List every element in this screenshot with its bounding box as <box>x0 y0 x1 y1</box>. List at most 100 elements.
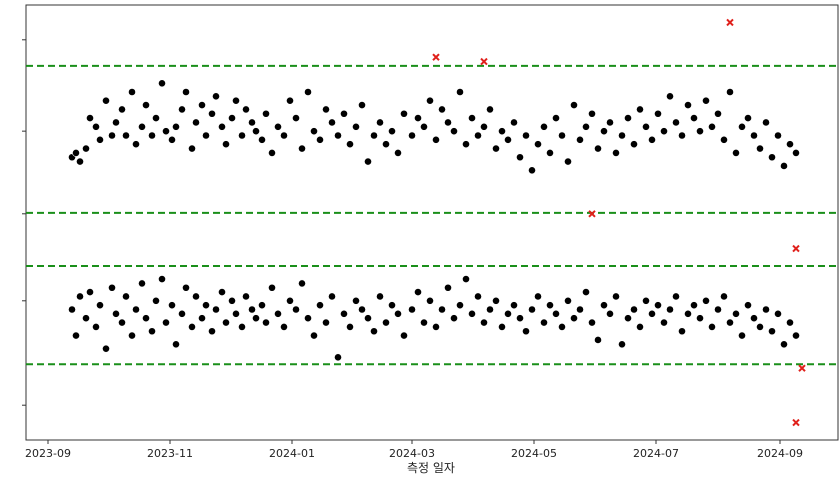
data-point <box>258 135 266 144</box>
data-point <box>304 88 312 96</box>
data-point <box>510 301 518 310</box>
data-point <box>248 118 256 127</box>
data-point <box>648 135 656 144</box>
data-point <box>492 144 500 153</box>
data-point <box>182 283 190 292</box>
data-point <box>400 109 408 118</box>
data-point <box>86 288 94 296</box>
data-point <box>762 305 770 314</box>
data-point <box>714 109 722 118</box>
data-point <box>480 318 488 327</box>
data-point <box>162 127 170 136</box>
data-point <box>648 309 656 318</box>
data-point <box>654 301 662 310</box>
data-point <box>576 305 584 314</box>
data-point <box>762 118 770 127</box>
data-point <box>408 131 416 140</box>
data-point <box>450 127 458 136</box>
data-point <box>678 327 686 336</box>
data-point <box>400 331 408 340</box>
data-point <box>334 353 342 362</box>
data-point <box>228 296 236 305</box>
data-point <box>438 305 446 314</box>
data-point <box>172 340 180 349</box>
data-point <box>666 305 674 314</box>
data-point <box>252 127 260 136</box>
data-point <box>334 131 342 140</box>
data-point <box>438 105 446 114</box>
data-point <box>540 318 548 327</box>
data-point <box>606 309 614 318</box>
data-point <box>274 309 282 318</box>
data-point <box>394 309 402 318</box>
data-point <box>636 322 644 331</box>
data-point <box>228 114 236 122</box>
data-point <box>222 140 230 149</box>
data-point <box>172 122 180 131</box>
data-point <box>522 327 530 336</box>
data-point <box>118 318 126 327</box>
data-point <box>582 122 590 131</box>
x-tick-label: 2024-03 <box>389 447 435 460</box>
data-point <box>168 135 176 144</box>
out-of-control-marker <box>792 244 800 253</box>
x-axis: 2023-09 2023-11 2024-01 2024-03 2024-05 2024-… <box>25 440 803 460</box>
data-point <box>158 79 166 88</box>
data-point <box>328 292 336 301</box>
data-point <box>558 322 566 331</box>
data-point <box>570 314 578 323</box>
data-point <box>212 92 220 101</box>
data-point <box>774 309 782 318</box>
data-point <box>426 296 434 305</box>
data-point <box>322 318 330 327</box>
data-point <box>786 318 794 327</box>
data-point <box>462 275 470 283</box>
data-point <box>630 305 638 314</box>
data-point <box>498 322 506 331</box>
out-of-control-marker <box>588 210 596 218</box>
data-point <box>248 305 256 314</box>
data-point <box>504 309 512 318</box>
data-point <box>82 314 90 323</box>
data-point <box>744 301 752 310</box>
data-point <box>612 148 620 157</box>
data-point <box>108 131 116 140</box>
data-point <box>376 118 384 127</box>
data-point <box>286 296 294 305</box>
data-point <box>192 292 200 301</box>
data-point <box>600 301 608 310</box>
data-point <box>558 131 566 140</box>
data-point <box>352 122 360 131</box>
data-point <box>474 292 482 301</box>
data-point <box>182 88 190 96</box>
data-point <box>310 127 318 136</box>
data-point <box>708 322 716 331</box>
data-point <box>744 114 752 122</box>
data-point <box>792 148 800 157</box>
data-point <box>510 118 518 127</box>
data-point <box>188 144 196 153</box>
x-tick-label: 2024-05 <box>511 447 557 460</box>
data-point <box>382 318 390 327</box>
data-point <box>122 131 130 140</box>
data-point <box>642 296 650 305</box>
data-point <box>268 283 276 292</box>
data-point <box>432 135 440 144</box>
data-point <box>68 305 76 314</box>
data-point <box>262 318 270 327</box>
data-point <box>152 114 160 122</box>
data-point <box>486 305 494 314</box>
data-point <box>274 122 282 131</box>
data-point <box>108 283 116 292</box>
data-point <box>376 292 384 301</box>
data-point <box>142 101 150 109</box>
data-point <box>382 140 390 149</box>
data-point <box>600 127 608 136</box>
data-point <box>132 305 140 314</box>
data-point <box>678 131 686 140</box>
data-point <box>102 96 110 105</box>
data-point <box>292 114 300 122</box>
data-point <box>280 131 288 140</box>
data-point <box>786 140 794 149</box>
data-point <box>756 144 764 153</box>
